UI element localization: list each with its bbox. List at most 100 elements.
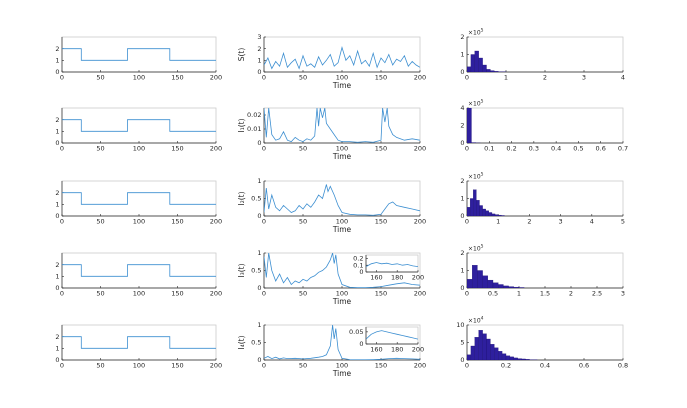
x-tick-label: 200 <box>210 218 222 226</box>
panel-4-2: 0 0.2 0.4 0.6 0.8 0 5 10 ×104 <box>456 316 628 370</box>
histogram-bar <box>513 357 518 360</box>
y-exponent-label: ×105 <box>468 244 484 253</box>
y-tick-label: 2 <box>460 249 464 257</box>
histogram-bar <box>490 344 495 360</box>
x-axis-label: Time <box>332 81 352 90</box>
x-tick-label: 0 <box>465 145 469 153</box>
y-tick-label: 0 <box>257 139 261 147</box>
panel-3-0: 0 50 100 150 200 0 1 2 <box>55 252 222 298</box>
panel-2-0: 0 50 100 150 200 0 1 2 <box>55 180 222 226</box>
histogram-bar <box>494 347 499 360</box>
panel-0-1: 0 50 100 150 200 0 1 2 3 Time S(t) <box>237 33 426 90</box>
x-tick-label: 50 <box>96 145 104 153</box>
y-tick-label: 2 <box>460 122 464 130</box>
x-tick-label: 100 <box>336 218 348 226</box>
x-tick-label: 0.8 <box>618 362 628 370</box>
y-tick-label: 2 <box>55 189 59 197</box>
series-line-0 <box>62 192 216 205</box>
y-tick-label: 0 <box>257 356 261 364</box>
histogram-bar <box>478 57 483 72</box>
histogram-bar <box>498 351 503 360</box>
exponent-power: 5 <box>481 244 484 250</box>
series-line-0 <box>264 108 420 143</box>
x-tick-label: 100 <box>133 290 145 298</box>
x-tick-label: 200 <box>414 362 426 370</box>
histogram-bar <box>498 214 502 216</box>
x-tick-label: 200 <box>414 74 426 82</box>
x-tick-label: 0 <box>60 218 64 226</box>
x-tick-label: 0 <box>465 290 469 298</box>
y-tick-label: 1 <box>55 201 59 209</box>
histogram-bar <box>473 189 477 216</box>
x-tick-label: 0 <box>465 74 469 82</box>
y-tick-label: 1 <box>257 321 261 329</box>
data-layer <box>62 119 216 132</box>
histogram-bar <box>501 353 507 360</box>
x-tick-label: 0.6 <box>596 145 606 153</box>
y-tick-label: 2 <box>460 177 464 185</box>
x-tick-label: 0 <box>262 290 266 298</box>
histogram-bar <box>486 338 491 360</box>
plot-area <box>466 36 624 73</box>
panel-2-1: 0 50 100 150 200 0 0.5 1 Time I₂(t) <box>237 177 426 234</box>
data-layer <box>62 48 216 61</box>
y-tick-label: 0 <box>359 340 363 348</box>
histogram-bar <box>482 333 487 360</box>
x-tick-label: 4 <box>590 218 594 226</box>
x-axis-label: Time <box>332 225 352 234</box>
x-tick-label: 0.4 <box>540 362 550 370</box>
x-tick-label: 0 <box>262 74 266 82</box>
x-tick-label: 160 <box>370 346 382 354</box>
plot-area <box>61 324 217 361</box>
x-tick-label: 150 <box>375 362 387 370</box>
x-tick-label: 50 <box>96 362 104 370</box>
plot-area <box>365 326 419 345</box>
series-line-0 <box>264 184 420 216</box>
x-tick-label: 200 <box>412 274 424 282</box>
x-tick-label: 150 <box>171 74 183 82</box>
histogram-bar <box>467 108 472 143</box>
x-tick-label: 200 <box>414 145 426 153</box>
x-tick-label: 200 <box>210 74 222 82</box>
y-tick-label: 0 <box>460 356 464 364</box>
series-line-0 <box>62 336 216 349</box>
plot-area <box>263 180 421 217</box>
x-tick-label: 200 <box>210 362 222 370</box>
histogram-bar <box>503 285 509 288</box>
x-tick-label: 0.7 <box>618 145 628 153</box>
data-layer <box>62 336 216 349</box>
series-line-0 <box>62 48 216 61</box>
y-tick-label: 0 <box>460 212 464 220</box>
histogram-bar <box>472 265 478 288</box>
histogram-bar <box>474 50 479 72</box>
histogram-bar <box>470 54 475 72</box>
histogram-bar <box>467 279 473 288</box>
y-tick-label: 0 <box>55 284 59 292</box>
y-tick-label: 2 <box>55 116 59 124</box>
x-tick-label: 3 <box>559 218 563 226</box>
histogram-bar <box>487 279 494 288</box>
y-tick-label: 3 <box>257 33 261 41</box>
histogram-bar <box>498 284 504 288</box>
data-layer <box>62 264 216 277</box>
x-tick-label: 50 <box>96 74 104 82</box>
data-layer <box>264 184 420 216</box>
x-tick-label: 100 <box>336 145 348 153</box>
y-tick-label: 0 <box>460 68 464 76</box>
histogram-bar <box>488 212 493 216</box>
histogram-bar <box>492 282 499 288</box>
x-tick-label: 200 <box>210 145 222 153</box>
x-tick-label: 1 <box>496 218 500 226</box>
series-line-0 <box>264 46 420 70</box>
y-tick-label: 2 <box>460 33 464 41</box>
x-tick-label: 2 <box>527 218 531 226</box>
x-tick-label: 0 <box>60 145 64 153</box>
y-tick-label: 5 <box>460 339 464 347</box>
y-tick-label: 1 <box>55 345 59 353</box>
x-tick-label: 0.5 <box>573 145 583 153</box>
histogram-bar <box>479 205 483 216</box>
y-tick-label: 0.5 <box>251 267 261 275</box>
x-tick-label: 0 <box>465 218 469 226</box>
